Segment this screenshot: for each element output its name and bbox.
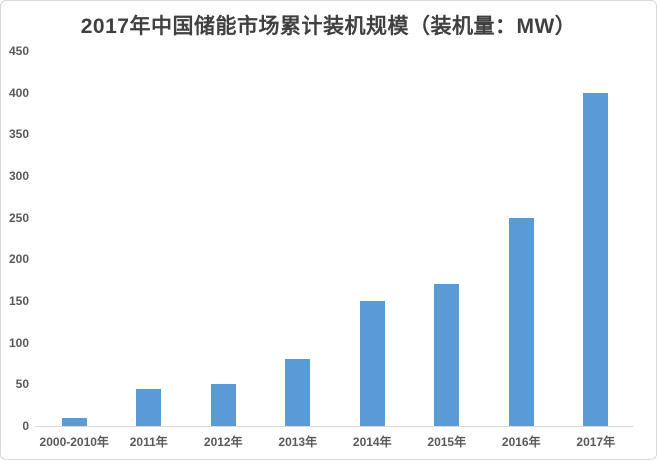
- bar-2016年: [508, 217, 534, 426]
- x-tick-label: 2012年: [203, 435, 243, 449]
- y-tick-label: 250: [8, 210, 29, 225]
- chart-title: 2017年中国储能市场累计装机规模（装机量：MW）: [80, 15, 577, 38]
- y-tick-label: 450: [8, 44, 29, 58]
- plot-area: [37, 51, 633, 426]
- bar-2017年: [583, 92, 609, 426]
- bar-2015年: [434, 284, 460, 426]
- y-tick-label: 350: [8, 127, 29, 142]
- bar-slot: [112, 51, 187, 426]
- bar-slot: [484, 51, 559, 426]
- bar-2014年: [359, 301, 385, 426]
- y-axis: 0 50 100 150 200 250 300 350 400 450: [1, 45, 29, 432]
- bar-slot: [37, 51, 112, 426]
- bar-2011年: [136, 388, 162, 426]
- y-tick-label: 100: [8, 335, 29, 350]
- x-axis-labels: 2000-2010年 2011年 2012年 2013年 2014年 2015年 2016年…: [37, 434, 633, 450]
- x-tick-label: 2000-2010年: [39, 435, 109, 449]
- bar-slot: [335, 51, 410, 426]
- y-tick-label: 0: [22, 419, 29, 433]
- bar-slot: [261, 51, 336, 426]
- y-tick-label: 50: [15, 377, 29, 392]
- x-axis-line: [35, 426, 633, 427]
- bar-2012年: [210, 384, 236, 426]
- x-tick-label: 2013年: [278, 435, 318, 449]
- x-tick-label: 2014年: [352, 435, 392, 449]
- y-tick-label: 150: [8, 294, 29, 308]
- x-tick-label: 2017年: [576, 435, 616, 449]
- y-tick-label: 200: [8, 252, 29, 267]
- bar-slot: [559, 51, 634, 426]
- y-tick-label: 300: [8, 169, 29, 183]
- y-tick-label: 400: [8, 85, 29, 100]
- bar-slot: [186, 51, 261, 426]
- x-tick-label: 2015年: [427, 435, 467, 449]
- bar-slot: [410, 51, 485, 426]
- x-tick-label: 2011年: [129, 435, 168, 449]
- bar-2013年: [285, 359, 311, 426]
- x-tick-label: 2016年: [501, 435, 541, 449]
- bar-2000-2010年: [61, 417, 87, 426]
